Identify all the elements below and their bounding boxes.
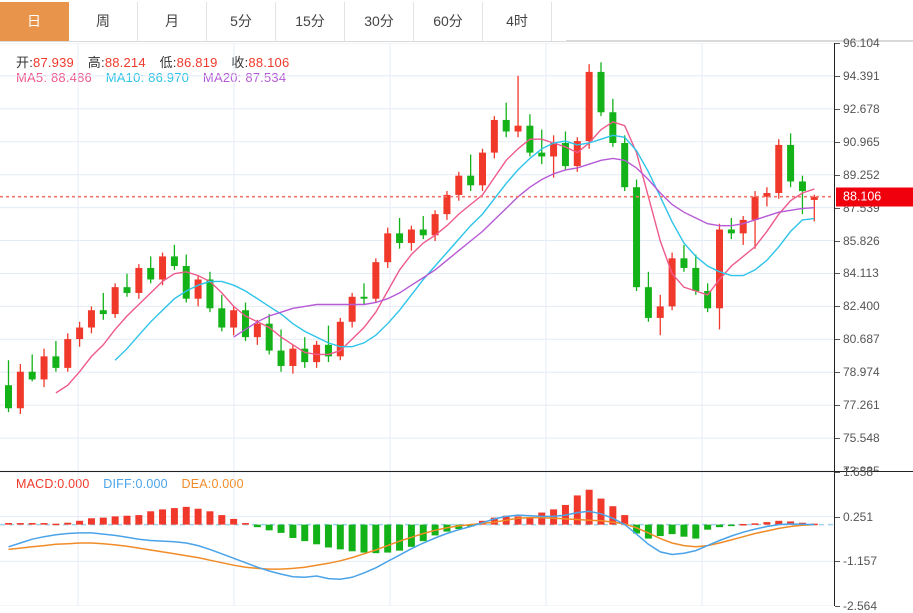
- tab-15min[interactable]: 15分: [276, 2, 345, 41]
- tab-month[interactable]: 月: [138, 2, 207, 41]
- close-value: 88.106: [248, 55, 290, 70]
- low-label: 低:: [159, 55, 177, 70]
- price-axis-label: 85.826: [843, 233, 880, 248]
- price-axis-label: 90.965: [843, 134, 880, 149]
- tab-day[interactable]: 日: [0, 2, 69, 41]
- price-axis-tick: [835, 108, 840, 110]
- ma-legend: MA5: 88.486 MA10: 86.970 MA20: 87.534: [16, 70, 286, 85]
- ma10-value: 86.970: [148, 70, 190, 85]
- price-axis-label: 82.400: [843, 299, 880, 314]
- price-axis: 96.104 94.391 92.678 90.965 89.252 87.539 85.8…: [834, 36, 913, 478]
- price-axis-tick: [835, 306, 840, 308]
- tab-60min[interactable]: 60分: [414, 2, 483, 41]
- price-axis-tick: [835, 207, 840, 209]
- ma10-label: MA10:: [105, 70, 145, 85]
- macd-axis-tick: [835, 606, 840, 607]
- price-axis-tick: [835, 240, 840, 242]
- macd-axis-tick: [835, 561, 840, 563]
- price-axis-tick: [835, 372, 840, 374]
- price-axis-tick: [835, 405, 840, 407]
- ma5-value: 88.486: [50, 70, 92, 85]
- price-axis-label: 78.974: [843, 365, 880, 380]
- macd-axis-tick: [835, 472, 840, 473]
- open-value: 87.939: [33, 55, 74, 70]
- macd-axis-label: -2.564: [843, 599, 878, 613]
- candlestick-plot[interactable]: [0, 43, 834, 471]
- tab-week[interactable]: 周: [69, 2, 138, 41]
- price-axis-tick: [835, 43, 840, 44]
- price-axis-label: 89.252: [843, 167, 880, 182]
- macd-axis-label: 0.251: [843, 509, 874, 524]
- price-axis-tick: [835, 438, 840, 440]
- macd-axis-label: -1.157: [843, 554, 878, 569]
- ohlc-legend: 开:87.939 高:88.214 低:86.819 收:88.106: [16, 52, 289, 71]
- price-axis-label: 75.548: [843, 431, 880, 446]
- current-price-tag: 88.106: [836, 187, 913, 207]
- price-axis-label: 84.113: [843, 266, 879, 281]
- tabbar-empty-area: [566, 2, 913, 41]
- dea-value: 0.000: [211, 477, 244, 491]
- tab-4hour[interactable]: 4时: [483, 2, 552, 41]
- macd-axis-label: 1.658: [843, 465, 874, 479]
- price-axis-label: 94.391: [843, 68, 880, 83]
- price-axis-label: 92.678: [843, 101, 880, 116]
- price-axis-label: 77.261: [843, 398, 880, 413]
- diff-value: 0.000: [135, 477, 168, 491]
- price-axis-tick: [835, 339, 840, 341]
- macd-axis: 1.658 0.251 -1.157 -2.564: [834, 465, 913, 613]
- price-axis-tick: [835, 141, 840, 143]
- macd-axis-tick: [835, 516, 840, 518]
- tab-5min[interactable]: 5分: [207, 2, 276, 41]
- dea-label: DEA:: [181, 477, 212, 491]
- price-axis-label: 80.687: [843, 332, 880, 347]
- ma20-label: MA20:: [202, 70, 242, 85]
- macd-legend: MACD:0.000 DIFF:0.000 DEA:0.000: [16, 477, 244, 491]
- high-value: 88.214: [104, 55, 146, 70]
- macd-plot[interactable]: [0, 472, 834, 606]
- high-label: 高:: [87, 55, 105, 70]
- open-label: 开:: [16, 55, 34, 70]
- low-value: 86.819: [176, 55, 218, 70]
- price-axis-label: 96.104: [843, 36, 880, 50]
- price-axis-tick: [835, 75, 840, 77]
- macd-value: 0.000: [57, 477, 90, 491]
- tab-30min[interactable]: 30分: [345, 2, 414, 41]
- diff-label: DIFF:: [103, 477, 136, 491]
- ma20-value: 87.534: [245, 70, 287, 85]
- ma5-label: MA5:: [16, 70, 48, 85]
- macd-label: MACD:: [16, 477, 58, 491]
- close-label: 收:: [231, 55, 249, 70]
- price-axis-tick: [835, 174, 840, 176]
- price-axis-tick: [835, 273, 840, 275]
